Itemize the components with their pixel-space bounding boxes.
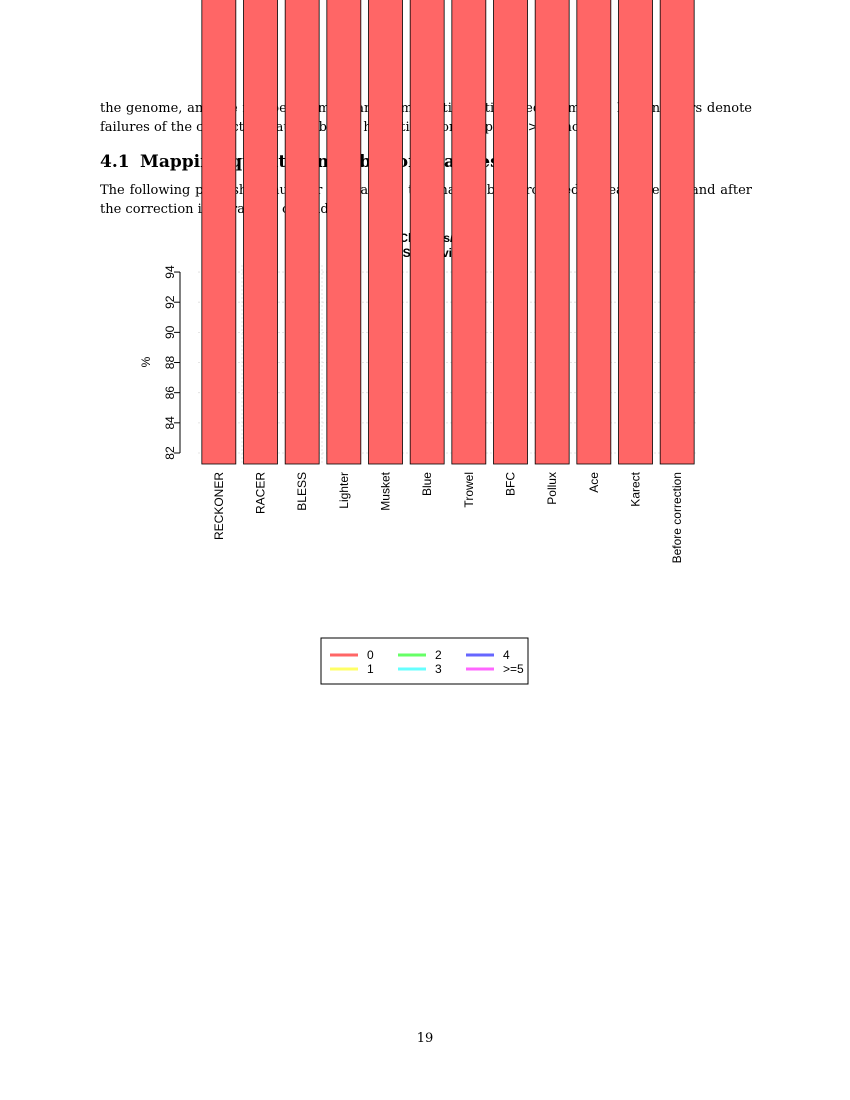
bar-segment-0 xyxy=(659,0,695,465)
bar-segment-0 xyxy=(451,0,487,465)
legend-label: 3 xyxy=(435,662,442,676)
page-number: 19 xyxy=(416,1031,434,1046)
x-tick-label: Blue xyxy=(420,472,434,496)
bar-segment-0 xyxy=(493,0,528,465)
y-tick-label: 82 xyxy=(163,446,177,460)
x-tick-label: BFC xyxy=(504,472,518,496)
x-tick-label: Ace xyxy=(587,472,601,493)
legend-label: 2 xyxy=(435,648,442,662)
y-tick-label: 94 xyxy=(163,265,177,279)
y-tick-label: 90 xyxy=(163,325,177,339)
x-tick-label: BLESS xyxy=(295,472,309,511)
x-tick-label: Before correction xyxy=(670,472,684,563)
legend-label: >=5 xyxy=(503,662,524,676)
y-tick-label: 86 xyxy=(163,386,177,400)
bar-segment-0 xyxy=(618,0,653,465)
legend-label: 4 xyxy=(503,648,510,662)
bar-segment-0 xyxy=(284,0,320,465)
x-tick-label: RECKONER xyxy=(212,472,226,540)
x-tick-label: Pollux xyxy=(545,472,559,505)
y-tick-label: 92 xyxy=(163,295,177,309)
x-tick-label: Karect xyxy=(629,471,643,506)
x-tick-label: Lighter xyxy=(337,472,351,509)
legend-label: 1 xyxy=(367,662,374,676)
bar-segment-0 xyxy=(576,0,612,465)
bar-segment-0 xyxy=(368,0,403,465)
chart-legend: 01 23 4>=5 xyxy=(320,637,529,685)
section-number: 4.1 xyxy=(100,152,130,172)
bar-segment-0 xyxy=(326,0,362,465)
x-tick-label: RACER xyxy=(254,472,268,514)
x-tick-label: Musket xyxy=(379,471,393,510)
x-tick-label: Trowel xyxy=(462,472,476,508)
legend-label: 0 xyxy=(367,648,374,662)
bar-segment-0 xyxy=(201,0,237,465)
bar-segment-0 xyxy=(243,0,278,465)
y-axis-label: % xyxy=(139,356,153,367)
bar-segment-0 xyxy=(534,0,570,465)
legend-box xyxy=(320,637,529,685)
y-tick-label: 84 xyxy=(163,416,177,430)
bar-segment-0 xyxy=(409,0,445,465)
stacked-bar-chart: Changes/readS. cerevisiae82848688909294%… xyxy=(139,0,698,563)
y-tick-label: 88 xyxy=(163,356,177,370)
